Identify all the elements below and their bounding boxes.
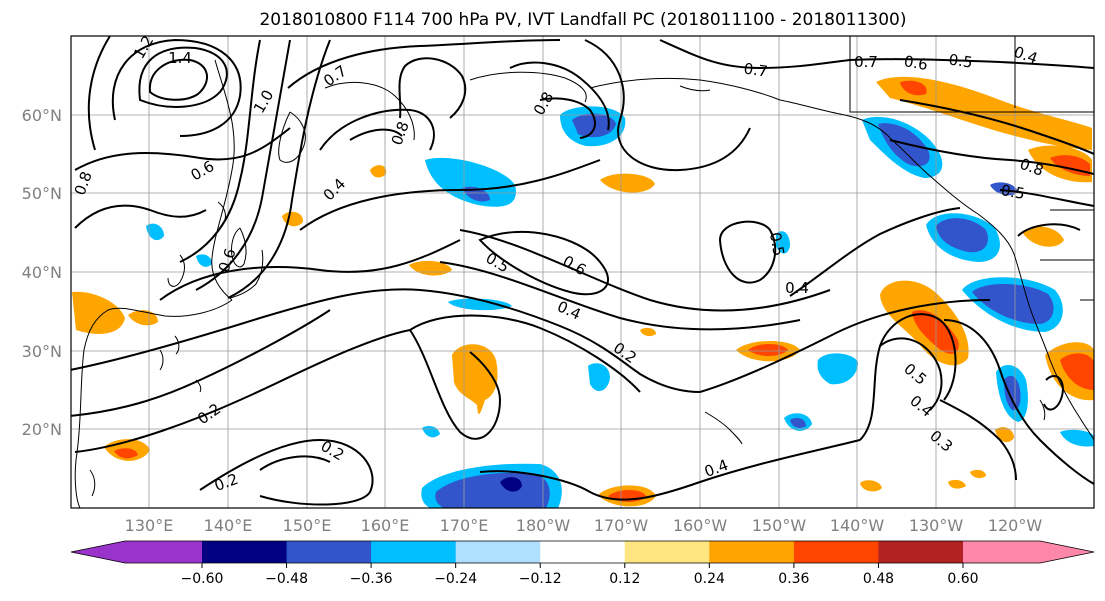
negative-anomaly-small-2-core xyxy=(790,418,806,428)
negative-anomaly-panhandle-core xyxy=(878,123,930,167)
colorbar-tick-label: 0.48 xyxy=(863,571,894,587)
positive-anomaly-tiny-3 xyxy=(948,479,966,489)
colorbar-swatch xyxy=(963,541,1041,563)
colorbar-ticks: −0.60 −0.48 −0.36 −0.24 −0.12 0.12 0.24 0.36 0.4… xyxy=(181,563,979,587)
colorbar-swatch xyxy=(202,541,288,563)
positive-anomaly-kamchatka xyxy=(370,165,387,178)
colorbar-tick-label: 0.36 xyxy=(778,571,809,587)
colorbar-tick-label: −0.36 xyxy=(350,571,393,587)
positive-anomaly-california-core xyxy=(1060,353,1094,390)
negative-anomaly-east-tropical xyxy=(1060,429,1094,447)
negative-anomaly-small-1 xyxy=(776,231,790,254)
positive-anomaly-west-pacific xyxy=(72,291,125,334)
positive-anomaly-tiny-2 xyxy=(860,480,882,492)
colorbar-tick-label: −0.60 xyxy=(181,571,224,587)
lat-label: 40°N xyxy=(22,263,62,282)
lon-label: 160°W xyxy=(673,516,728,535)
positive-anomaly-subtropical-central xyxy=(452,344,498,415)
colorbar-tick-label: −0.48 xyxy=(265,571,308,587)
positive-anomaly-japan xyxy=(128,310,158,326)
latitude-axis: 60°N 50°N 40°N 30°N 20°N xyxy=(22,106,62,439)
lon-label: 180°W xyxy=(516,516,571,535)
positive-anomaly-tiny-4 xyxy=(970,469,986,479)
contour-label: 0.7 xyxy=(854,53,878,71)
contour-label: 0.7 xyxy=(743,59,769,80)
colorbar-tick-label: 0.24 xyxy=(694,571,725,587)
lat-label: 30°N xyxy=(22,342,62,361)
lat-label: 20°N xyxy=(22,420,62,439)
contour-label: 0.4 xyxy=(785,279,809,297)
colorbar-swatch xyxy=(793,541,879,563)
lon-label: 150°E xyxy=(283,516,332,535)
colorbar-swatch xyxy=(286,541,372,563)
colorbar-swatch xyxy=(125,541,203,563)
colorbar-swatch xyxy=(455,541,541,563)
pv-contours xyxy=(71,36,1094,506)
colorbar-tick-label: −0.24 xyxy=(434,571,477,587)
colorbar-outline xyxy=(70,540,1095,564)
colorbar-tick-label: 0.12 xyxy=(609,571,640,587)
negative-anomaly-gulf-southeast-core xyxy=(936,218,988,253)
contour-label: 1.4 xyxy=(168,49,192,67)
colorbar-swatch xyxy=(709,541,795,563)
colorbar-tick-label: 0.60 xyxy=(947,571,978,587)
map-panel: 1.2 1.4 0.7 1.0 0.8 0.6 0.4 0.7 0.7 0.6 … xyxy=(70,32,1095,509)
negative-anomaly-washington xyxy=(990,182,1018,196)
lon-label: 120°W xyxy=(988,516,1043,535)
lat-label: 50°N xyxy=(22,184,62,203)
lon-label: 170°W xyxy=(594,516,649,535)
negative-anomaly-small-3 xyxy=(817,353,858,385)
graticule xyxy=(71,36,1094,508)
contour-label: 0.5 xyxy=(948,50,974,71)
lon-label: 150°W xyxy=(752,516,807,535)
positive-anomaly-gulf-alaska xyxy=(876,76,1092,150)
colorbar-swatch xyxy=(371,541,457,563)
negative-anomaly-korea xyxy=(196,254,212,267)
lon-label: 130°E xyxy=(125,516,174,535)
colorbar-swatches xyxy=(70,540,1095,564)
negative-anomaly-sea-of-japan xyxy=(146,223,164,241)
positive-anomaly-northeast-pacific-core xyxy=(912,310,959,354)
figure-title: 2018010800 F114 700 hPa PV, IVT Landfall… xyxy=(259,10,906,30)
contour-label: 0.6 xyxy=(903,52,930,74)
lat-label: 60°N xyxy=(22,106,62,125)
negative-anomaly-tropical-core xyxy=(500,477,522,492)
colorbar-extend-over xyxy=(1040,541,1094,563)
lon-label: 140°W xyxy=(830,516,885,535)
lon-label: 130°W xyxy=(909,516,964,535)
positive-anomaly-east-subtropical-core xyxy=(748,344,788,356)
contour-label: 0.5 xyxy=(766,231,788,258)
negative-anomaly-subtropical xyxy=(588,363,610,392)
positive-anomaly-tiny-1 xyxy=(640,327,656,337)
lon-label: 170°E xyxy=(440,516,489,535)
negative-anomaly-north-central xyxy=(425,157,516,207)
positive-anomaly-oregon xyxy=(1022,226,1064,247)
positive-anomaly-gulf-alaska-core xyxy=(900,80,927,96)
colorbar-tick-label: −0.12 xyxy=(519,571,562,587)
colorbar: −0.60 −0.48 −0.36 −0.24 −0.12 0.12 0.24 0.36 0.4… xyxy=(70,540,1095,587)
colorbar-swatch xyxy=(624,541,710,563)
colorbar-extend-under xyxy=(71,541,125,563)
lon-label: 140°E xyxy=(204,516,253,535)
negative-anomaly-southern-california-core xyxy=(1004,375,1021,411)
contour-label: 0.5 xyxy=(1000,181,1027,203)
positive-anomaly-gulf-north xyxy=(600,173,655,193)
colorbar-swatch xyxy=(878,541,964,563)
lon-label: 160°E xyxy=(361,516,410,535)
negative-anomaly-pacific-northwest-core xyxy=(972,283,1054,324)
colorbar-swatch xyxy=(540,541,626,563)
map-frame xyxy=(70,35,1095,509)
longitude-axis: 130°E 140°E 150°E 160°E 170°E 180°W 170°… xyxy=(125,516,1043,535)
positive-anomaly-southwest-core xyxy=(114,448,138,459)
